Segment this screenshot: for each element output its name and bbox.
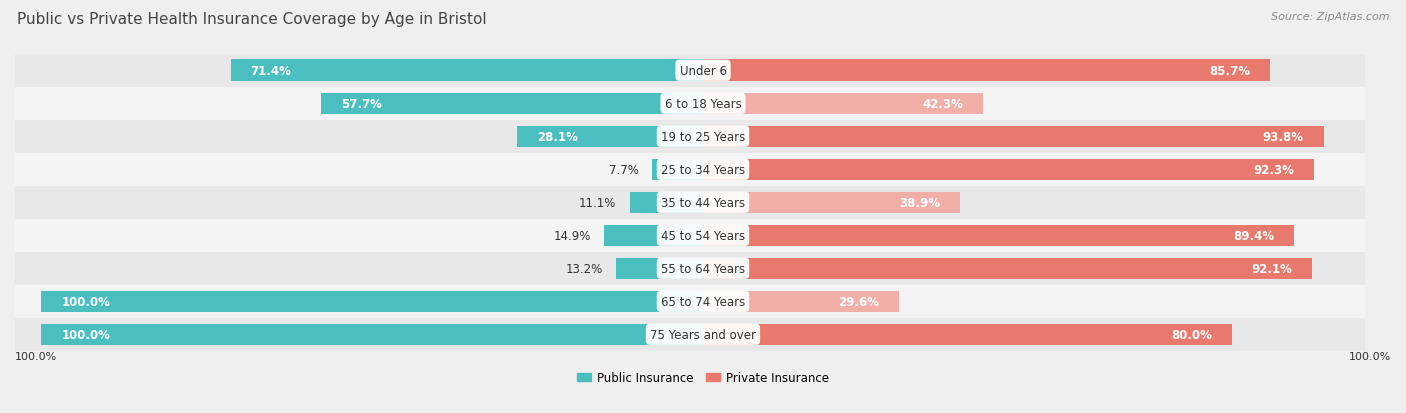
- Text: 11.1%: 11.1%: [579, 196, 616, 209]
- Bar: [616, 258, 703, 279]
- Text: 85.7%: 85.7%: [1209, 64, 1250, 78]
- Bar: [41, 324, 703, 345]
- Bar: [322, 93, 703, 115]
- Text: 45 to 54 Years: 45 to 54 Years: [661, 229, 745, 242]
- Bar: [703, 225, 1295, 247]
- Bar: [605, 225, 703, 247]
- Text: 92.1%: 92.1%: [1251, 262, 1292, 275]
- Text: 100.0%: 100.0%: [62, 295, 110, 308]
- Text: 7.7%: 7.7%: [609, 164, 638, 176]
- Bar: [0, 285, 1365, 318]
- Text: 13.2%: 13.2%: [565, 262, 602, 275]
- Bar: [652, 159, 703, 180]
- Text: 25 to 34 Years: 25 to 34 Years: [661, 164, 745, 176]
- Text: Source: ZipAtlas.com: Source: ZipAtlas.com: [1271, 12, 1389, 22]
- Bar: [703, 60, 1270, 82]
- Text: 57.7%: 57.7%: [342, 97, 382, 110]
- Bar: [0, 318, 1365, 351]
- Bar: [703, 291, 898, 312]
- Bar: [0, 88, 1365, 121]
- Text: 28.1%: 28.1%: [537, 131, 578, 143]
- Text: 65 to 74 Years: 65 to 74 Years: [661, 295, 745, 308]
- Bar: [703, 192, 960, 214]
- Text: 75 Years and over: 75 Years and over: [650, 328, 756, 341]
- Text: Under 6: Under 6: [679, 64, 727, 78]
- Bar: [703, 159, 1313, 180]
- Text: 38.9%: 38.9%: [900, 196, 941, 209]
- Text: 14.9%: 14.9%: [554, 229, 591, 242]
- Text: 93.8%: 93.8%: [1263, 131, 1303, 143]
- Text: 89.4%: 89.4%: [1233, 229, 1275, 242]
- Bar: [630, 192, 703, 214]
- Text: 100.0%: 100.0%: [15, 351, 58, 361]
- Text: 100.0%: 100.0%: [1348, 351, 1391, 361]
- Text: 35 to 44 Years: 35 to 44 Years: [661, 196, 745, 209]
- Text: 55 to 64 Years: 55 to 64 Years: [661, 262, 745, 275]
- Bar: [0, 55, 1365, 88]
- Legend: Public Insurance, Private Insurance: Public Insurance, Private Insurance: [572, 366, 834, 389]
- Bar: [0, 186, 1365, 219]
- Bar: [0, 153, 1365, 186]
- Text: 6 to 18 Years: 6 to 18 Years: [665, 97, 741, 110]
- Bar: [703, 324, 1232, 345]
- Text: 80.0%: 80.0%: [1171, 328, 1212, 341]
- Bar: [41, 291, 703, 312]
- Text: 29.6%: 29.6%: [838, 295, 879, 308]
- Bar: [231, 60, 703, 82]
- Bar: [703, 126, 1323, 147]
- Bar: [703, 93, 983, 115]
- Text: 42.3%: 42.3%: [922, 97, 963, 110]
- Text: 71.4%: 71.4%: [250, 64, 291, 78]
- Bar: [703, 258, 1312, 279]
- Text: 92.3%: 92.3%: [1253, 164, 1294, 176]
- Bar: [0, 252, 1365, 285]
- Bar: [517, 126, 703, 147]
- Text: 19 to 25 Years: 19 to 25 Years: [661, 131, 745, 143]
- Text: Public vs Private Health Insurance Coverage by Age in Bristol: Public vs Private Health Insurance Cover…: [17, 12, 486, 27]
- Text: 100.0%: 100.0%: [62, 328, 110, 341]
- Bar: [0, 121, 1365, 153]
- Bar: [0, 219, 1365, 252]
